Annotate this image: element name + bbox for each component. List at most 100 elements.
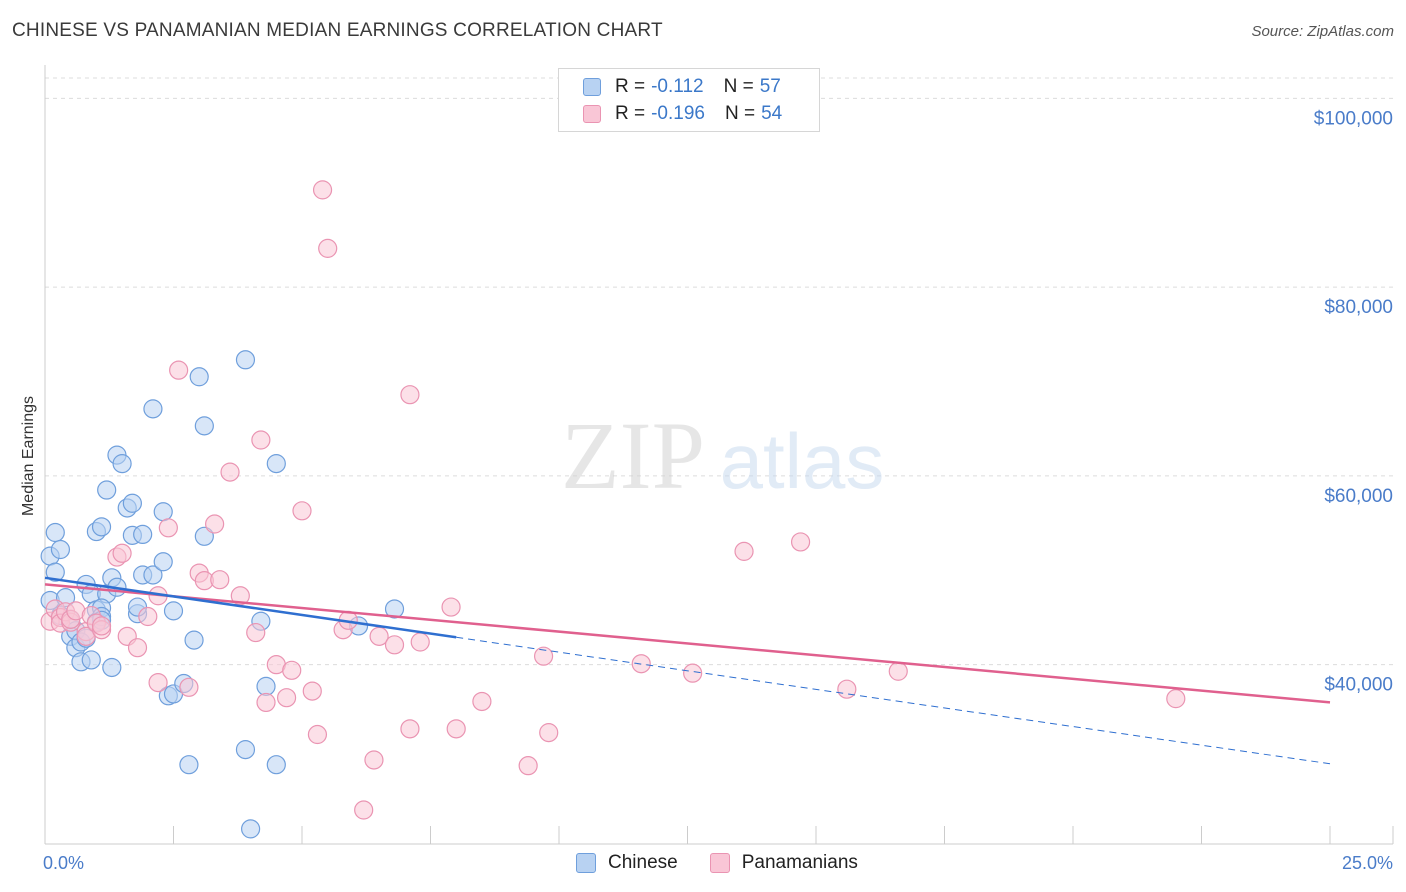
point-chinese [97, 480, 117, 500]
point-panamanian [210, 570, 230, 590]
y-tick-label: $60,000 [1324, 486, 1393, 507]
legend-n-label: N = [723, 76, 754, 97]
point-panamanian [246, 622, 266, 643]
point-panamanian [307, 724, 328, 745]
watermark-zip: ZIP [561, 402, 705, 509]
point-chinese [163, 601, 184, 621]
point-panamanian [256, 692, 276, 713]
legend-item-chinese[interactable]: Chinese [576, 852, 678, 874]
trend-panamanians [44, 583, 1331, 704]
point-panamanian [888, 661, 908, 681]
legend-r-value: -0.112 [651, 76, 704, 97]
series-legend: Chinese Panamanians [576, 852, 890, 874]
series-panamanians [40, 180, 1186, 820]
gridlines [45, 77, 1393, 666]
point-chinese [266, 454, 286, 474]
point-panamanian [251, 430, 271, 450]
legend-r-label: R = [615, 76, 646, 97]
point-chinese [45, 562, 65, 582]
point-chinese [133, 524, 153, 545]
point-chinese [112, 454, 132, 474]
point-chinese [266, 755, 286, 775]
point-panamanian [276, 688, 297, 708]
point-panamanian [148, 672, 168, 693]
trend-chinese-extrapolated [456, 636, 1331, 765]
watermark: ZIP atlas [561, 402, 884, 509]
point-panamanian [205, 514, 225, 534]
legend-row-chinese: R = -0.112 N = 57 [583, 74, 781, 100]
point-panamanian [312, 180, 333, 200]
correlation-legend: R = -0.112 N = 57 R = -0.196 N = 54 [558, 68, 820, 132]
point-panamanian [282, 660, 302, 680]
point-panamanian [472, 691, 492, 712]
point-chinese [153, 552, 173, 572]
point-chinese [179, 755, 199, 775]
y-tick-label: $40,000 [1324, 675, 1393, 696]
point-chinese [235, 350, 256, 370]
point-chinese [384, 599, 405, 619]
point-panamanian [292, 501, 312, 521]
point-chinese [235, 740, 256, 760]
point-panamanian [230, 586, 250, 606]
point-chinese [91, 517, 112, 537]
legend-n-value: 57 [759, 76, 781, 97]
point-panamanian [683, 663, 703, 683]
legend-n-label: N = [724, 103, 756, 124]
watermark-atlas: atlas [720, 417, 885, 505]
point-chinese [194, 416, 214, 436]
legend-swatch-chinese [576, 853, 596, 873]
point-chinese [153, 502, 173, 522]
point-panamanian [1166, 689, 1186, 709]
point-panamanian [446, 719, 466, 739]
point-panamanian [127, 638, 148, 658]
point-chinese [189, 367, 209, 387]
point-panamanian [410, 632, 430, 652]
x-tick-label-max: 25.0% [1342, 853, 1393, 873]
legend-swatch-panamanians [709, 853, 730, 873]
point-panamanian [158, 518, 178, 538]
legend-swatch-chinese [583, 78, 601, 96]
legend-label-panamanians: Panamanians [741, 852, 858, 873]
point-chinese [102, 657, 122, 678]
point-panamanian [441, 597, 461, 617]
point-chinese [45, 522, 65, 543]
legend-r-value: -0.196 [651, 103, 705, 124]
legend-r-label: R = [615, 103, 646, 124]
point-panamanian [384, 635, 405, 655]
point-panamanian [837, 679, 857, 699]
trend-chinese [44, 576, 457, 639]
axes: $40,000 $60,000 $80,000 $100,000 [44, 65, 1394, 845]
point-chinese [122, 493, 142, 513]
y-axis-label: Median Earnings [20, 396, 37, 516]
point-chinese [194, 526, 214, 546]
point-chinese [143, 565, 163, 585]
point-panamanian [138, 606, 158, 627]
point-panamanian [112, 543, 132, 563]
point-panamanian [400, 719, 420, 739]
point-panamanian [91, 616, 112, 636]
point-chinese [143, 399, 163, 419]
legend-n-value: 54 [761, 103, 783, 124]
legend-label-chinese: Chinese [608, 852, 678, 873]
point-chinese [50, 539, 71, 560]
point-chinese [184, 630, 204, 650]
trend-lines [44, 576, 1331, 765]
y-tick-label: $80,000 [1324, 297, 1393, 318]
y-tick-label: $100,000 [1314, 108, 1393, 129]
chart-title: CHINESE VS PANAMANIAN MEDIAN EARNINGS CO… [12, 20, 663, 41]
point-chinese [81, 650, 101, 670]
point-panamanian [364, 750, 384, 770]
point-panamanian [518, 756, 538, 776]
chart-source: Source: ZipAtlas.com [1251, 23, 1394, 40]
point-panamanian [169, 360, 189, 380]
point-panamanian [533, 646, 554, 666]
point-panamanian [220, 462, 240, 482]
legend-row-panamanians: R = -0.196 N = 54 [583, 101, 782, 127]
point-panamanian [179, 677, 199, 697]
legend-swatch-panamanians [583, 105, 601, 123]
legend-item-panamanians[interactable]: Panamanians [709, 852, 858, 874]
point-panamanian [734, 541, 754, 561]
x-tick-label-min: 0.0% [43, 853, 84, 873]
point-panamanian [539, 723, 559, 743]
